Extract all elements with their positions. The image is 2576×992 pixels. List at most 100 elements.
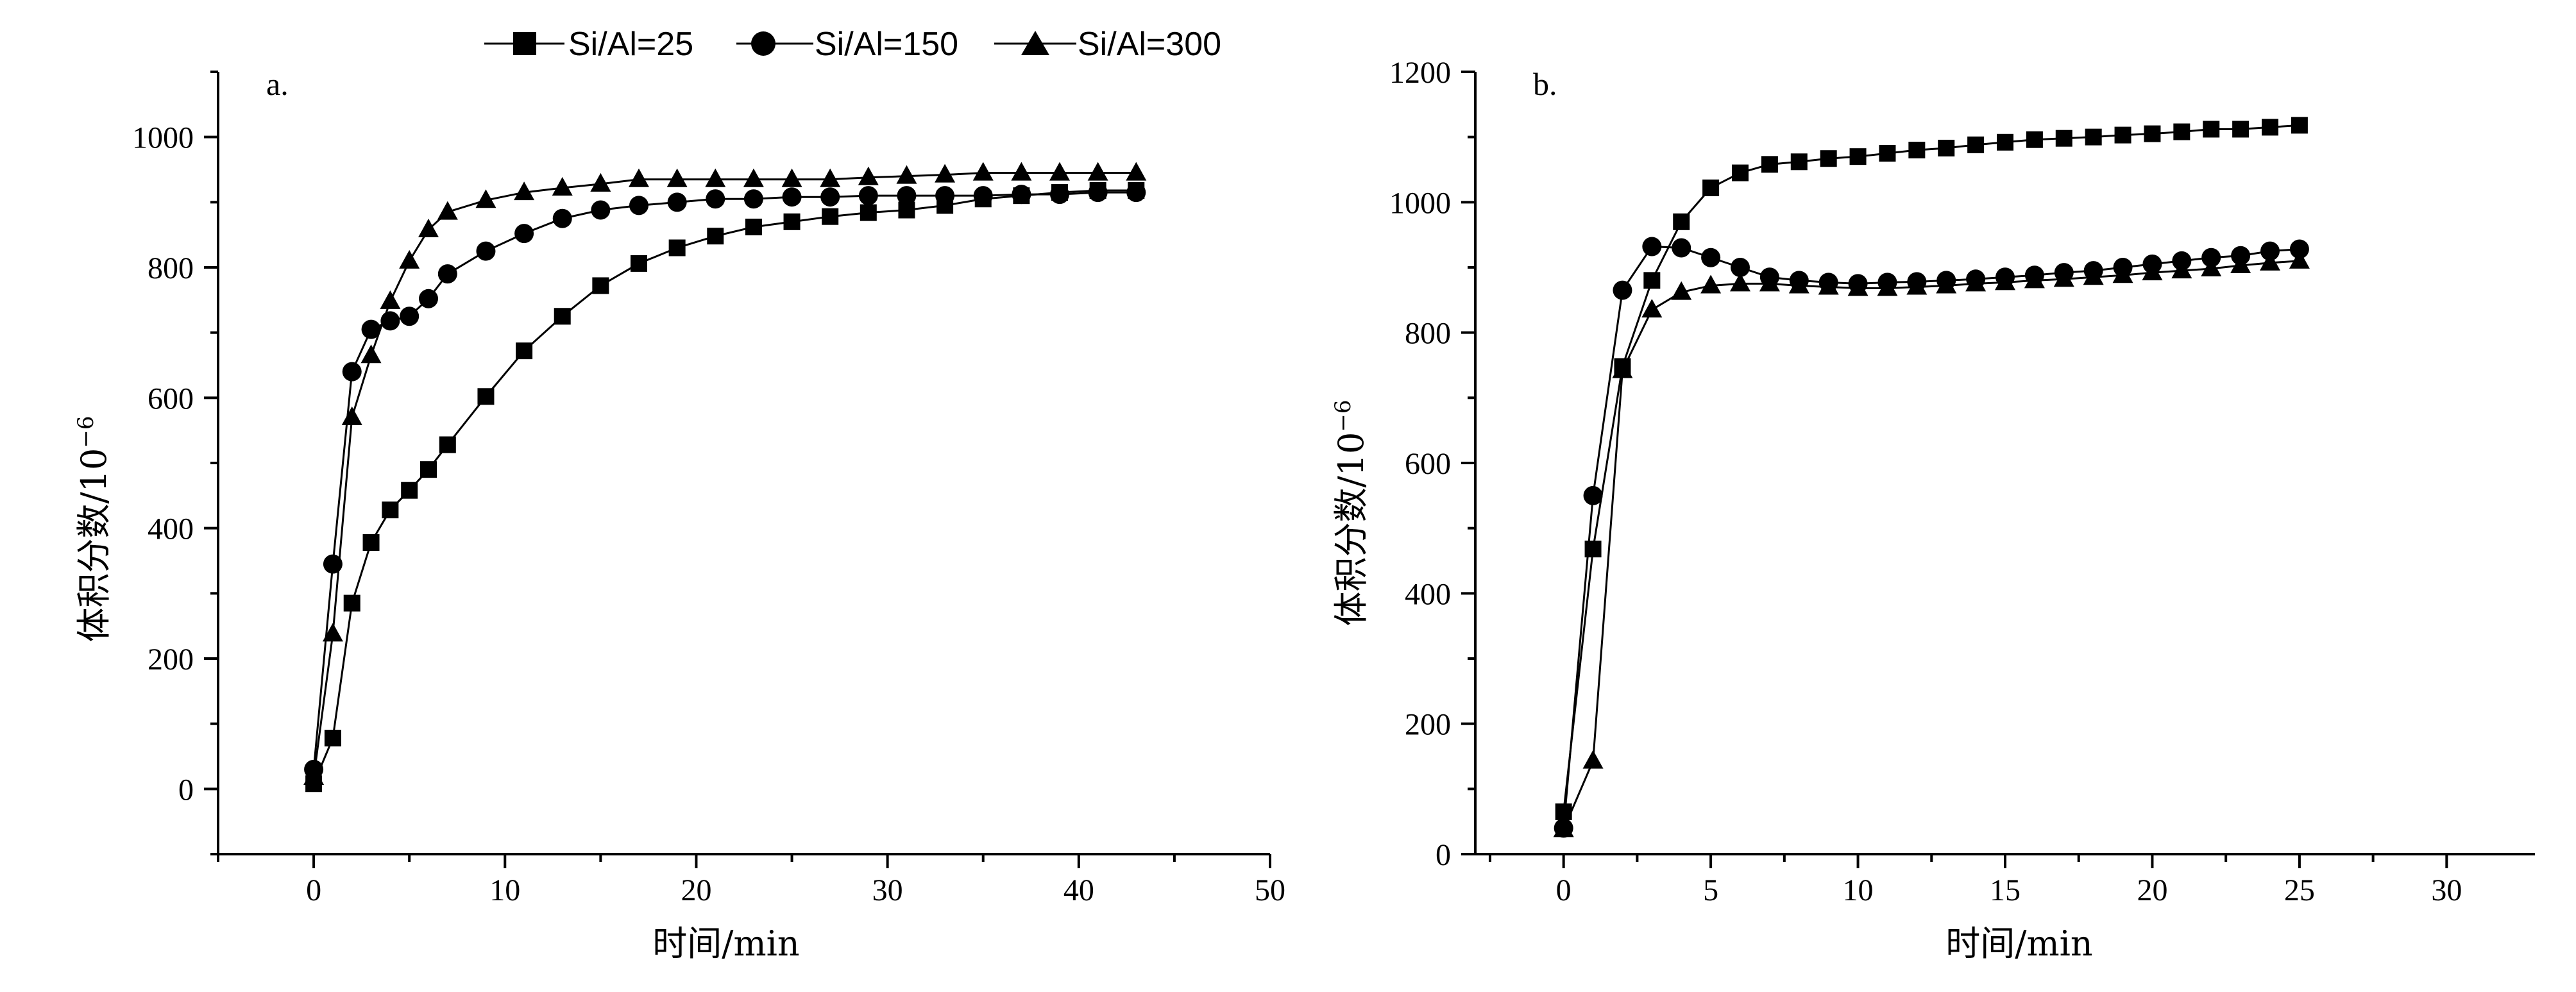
panel-b-point-si-al-150 [2289, 239, 2309, 259]
panel-b-y-tick-label: 400 [1405, 577, 1451, 611]
legend-entry-si-al-150: Si/Al=150 [736, 26, 958, 63]
panel-a-series-line-si-al-300 [312, 172, 1137, 778]
panel-a-point-si-al-300 [360, 344, 382, 364]
panel-b-series-line-si-al-150 [1563, 245, 2300, 828]
panel-a-y-tick-label: 400 [148, 512, 194, 546]
panel-a-point-si-al-25 [860, 204, 877, 221]
panel-b-point-si-al-300 [1995, 271, 2015, 290]
panel-b-point-si-al-300 [1759, 273, 1780, 292]
panel-a-point-si-al-300 [666, 168, 688, 187]
panel-b-x-axis-title: 时间/min [1945, 923, 2092, 964]
panel-b-point-si-al-300 [1553, 818, 1574, 837]
panel-b-point-si-al-25 [2144, 125, 2161, 142]
panel-a-point-si-al-300 [341, 406, 362, 425]
panel-a-point-si-al-25 [668, 239, 686, 256]
panel-a-point-si-al-300 [590, 172, 611, 192]
panel-a-x-tick-label: 50 [1255, 873, 1285, 907]
panel-b-point-si-al-300 [1936, 274, 1957, 294]
panel-b-point-si-al-150 [1642, 237, 1662, 256]
panel-a-point-si-al-300 [820, 168, 841, 187]
panel-b-point-si-al-25 [1997, 133, 2013, 151]
legend-label-si-al-300: Si/Al=300 [1078, 26, 1221, 63]
panel-b-point-si-al-25 [1820, 150, 1837, 167]
panel-a-point-si-al-150 [935, 186, 955, 206]
panel-b-point-si-al-150 [2201, 248, 2221, 267]
panel-a-point-si-al-300 [437, 201, 458, 220]
panel-a-point-si-al-300 [475, 189, 496, 208]
panel-b-point-si-al-300 [1965, 273, 1987, 292]
panel-a-point-si-al-300 [1011, 162, 1032, 181]
panel-a-point-si-al-25 [631, 255, 647, 272]
panel-b-y-tick-label: 1200 [1389, 56, 1451, 90]
panel-a-point-si-al-150 [476, 241, 496, 261]
panel-a-x-axis-title: 时间/min [652, 923, 799, 964]
panel-b-point-si-al-25 [2173, 123, 2190, 140]
panel-b-point-si-al-300 [1906, 276, 1928, 295]
panel-a-point-si-al-300 [705, 168, 726, 187]
panel-b-point-si-al-25 [2114, 126, 2131, 144]
panel-a-point-si-al-300 [514, 181, 535, 201]
legend-marker-triangle [1021, 31, 1049, 55]
panel-a-point-si-al-150 [973, 186, 993, 206]
panel-b-point-si-al-300 [2083, 266, 2104, 285]
panel-b-y-tick-label: 800 [1405, 317, 1451, 351]
panel-b-point-si-al-150 [2260, 241, 2280, 261]
panel-b-point-si-al-150 [1731, 258, 1750, 277]
panel-a-point-si-al-300 [1087, 162, 1108, 181]
panel-b-point-si-al-25 [2055, 130, 2072, 147]
panel-a-point-si-al-25 [554, 308, 571, 325]
panel-b-point-si-al-25 [1967, 136, 1985, 153]
panel-a-point-si-al-300 [322, 623, 343, 642]
legend-marker-circle [751, 31, 775, 56]
panel-b-point-si-al-300 [2289, 249, 2310, 269]
panel-a-point-si-al-150 [1012, 185, 1031, 205]
panel-a-point-si-al-300 [781, 168, 802, 187]
panel-a-y-tick-label: 800 [148, 251, 194, 285]
panel-a-point-si-al-25 [420, 461, 437, 478]
panel-b-label: b. [1533, 66, 1557, 102]
panel-a-y-axis-title-exponent: −6 [73, 416, 99, 448]
panel-a-point-si-al-300 [743, 168, 764, 187]
panel-a-point-si-al-25 [382, 501, 399, 519]
panel-b-point-si-al-300 [2260, 251, 2280, 271]
legend-entry-si-al-25: Si/Al=25 [484, 26, 693, 63]
panel-a-y-tick-label: 1000 [132, 121, 194, 155]
panel-b-point-si-al-300 [1847, 277, 1868, 296]
panel-b-point-si-al-300 [2171, 260, 2192, 279]
panel-a-point-si-al-300 [896, 165, 917, 184]
panel-b-y-tick-label: 0 [1436, 838, 1451, 872]
panel-a-x-tick-label: 40 [1063, 873, 1094, 907]
panel-a-point-si-al-25 [401, 482, 418, 499]
panel-a-point-si-al-150 [437, 264, 457, 284]
panel-b-point-si-al-300 [1700, 274, 1722, 294]
panel-b-y-axis-title-exponent: −6 [1330, 399, 1356, 432]
panel-b-x-tick-label: 15 [1990, 873, 2021, 907]
panel-a-point-si-al-150 [897, 186, 917, 206]
legend-label-si-al-25: Si/Al=25 [568, 26, 693, 63]
panel-b-x-tick-label: 25 [2284, 873, 2315, 907]
panel-a-point-si-al-150 [400, 307, 419, 326]
panel-a-point-si-al-150 [1126, 183, 1146, 203]
panel-a-point-si-al-150 [706, 189, 725, 209]
panel-a-point-si-al-300 [935, 164, 956, 183]
panel-b-series-line-si-al-300 [1563, 260, 2300, 830]
legend-entry-si-al-300: Si/Al=300 [994, 26, 1221, 63]
panel-a-point-si-al-25 [343, 594, 360, 612]
panel-b-point-si-al-300 [1730, 273, 1750, 292]
panel-b-point-si-al-25 [1673, 213, 1690, 230]
panel-a-point-si-al-25 [592, 277, 609, 294]
panel-b-y-axis-title: 体积分数/10−6 [1330, 399, 1371, 626]
panel-b-point-si-al-300 [1641, 299, 1663, 318]
panel-b-point-si-al-300 [1818, 276, 1839, 295]
panel-b-point-si-al-300 [1788, 274, 1809, 294]
panel-a-point-si-al-300 [303, 766, 325, 786]
panel-a-y-tick-label: 600 [148, 382, 194, 416]
panel-b-point-si-al-150 [1583, 485, 1603, 505]
panel-a-point-si-al-300 [1126, 162, 1147, 181]
panel-b-x-tick-label: 20 [2137, 873, 2167, 907]
panel-a-point-si-al-150 [552, 208, 572, 228]
panel-b-point-si-al-25 [2232, 121, 2250, 138]
panel-a-label: a. [266, 66, 289, 102]
panel-b-point-si-al-25 [2085, 128, 2102, 146]
